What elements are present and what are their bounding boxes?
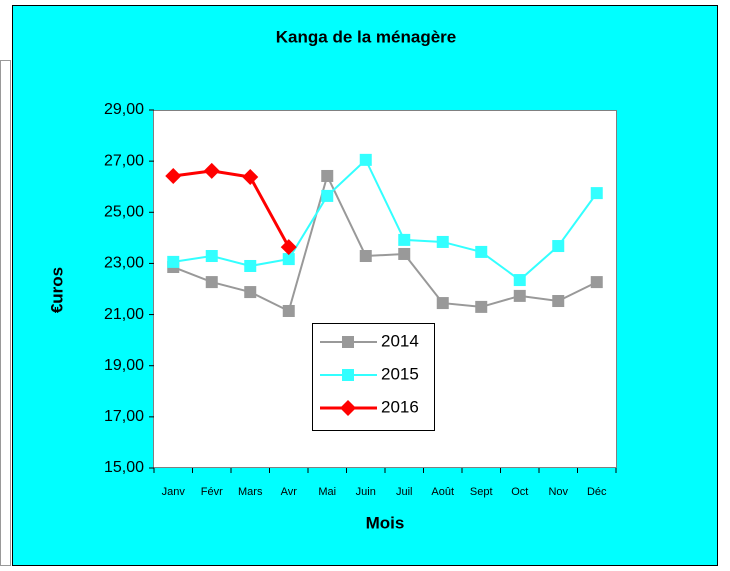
y-tick-label: 27,00 [104, 152, 144, 169]
x-tick-label: Août [431, 486, 454, 498]
series-marker [203, 162, 220, 179]
legend-label: 2014 [381, 331, 419, 350]
legend-label: 2016 [381, 397, 419, 416]
series-marker [398, 247, 411, 260]
series-marker [321, 169, 334, 182]
x-tick-label: Févr [201, 486, 223, 498]
y-axis-label: €uros [47, 267, 66, 313]
y-tick-label: 17,00 [104, 408, 144, 425]
series-marker [244, 286, 257, 299]
series-marker [590, 187, 603, 200]
x-tick-label: Oct [511, 486, 528, 498]
legend-label: 2015 [381, 364, 419, 383]
y-tick-label: 23,00 [104, 255, 144, 272]
y-tick-label: 29,00 [104, 101, 144, 118]
chart-title: Kanga de la ménagère [276, 27, 456, 46]
legend-marker [342, 336, 354, 348]
series-marker [513, 274, 526, 287]
y-tick-label: 25,00 [104, 204, 144, 221]
series-marker [398, 233, 411, 246]
x-tick-label: Avr [281, 486, 298, 498]
series-marker [282, 304, 295, 317]
series-marker [242, 168, 259, 185]
series-marker [205, 250, 218, 263]
series-marker [590, 276, 603, 289]
series-marker [359, 153, 372, 166]
x-tick-label: Mai [318, 486, 336, 498]
series-line [173, 158, 598, 282]
series-marker [436, 235, 449, 248]
series-marker [552, 240, 565, 253]
x-tick-label: Nov [548, 486, 568, 498]
series-marker [359, 250, 372, 263]
x-tick-label: Sept [470, 486, 493, 498]
series-marker [205, 276, 218, 289]
series-marker [165, 167, 182, 184]
x-tick-label: Déc [587, 486, 607, 498]
x-tick-label: Juin [356, 486, 376, 498]
y-tick-label: 21,00 [104, 306, 144, 323]
x-tick-label: Juil [396, 486, 413, 498]
series-marker [282, 253, 295, 266]
series-marker [244, 259, 257, 272]
series-marker [436, 297, 449, 310]
series-marker [167, 255, 180, 268]
series-line [172, 173, 598, 313]
x-axis-label: Mois [366, 513, 405, 532]
x-tick-label: Janv [162, 486, 186, 498]
series-marker [475, 245, 488, 258]
series-marker [321, 189, 334, 202]
series-marker [280, 239, 297, 256]
series-line [173, 169, 291, 248]
series-marker [552, 295, 565, 308]
series-marker [475, 300, 488, 313]
legend-marker [342, 369, 354, 381]
side-frame [0, 60, 11, 566]
y-tick-label: 15,00 [104, 459, 144, 476]
series-marker [513, 289, 526, 302]
y-tick-label: 19,00 [104, 357, 144, 374]
x-tick-label: Mars [238, 486, 263, 498]
legend-marker [340, 400, 356, 416]
